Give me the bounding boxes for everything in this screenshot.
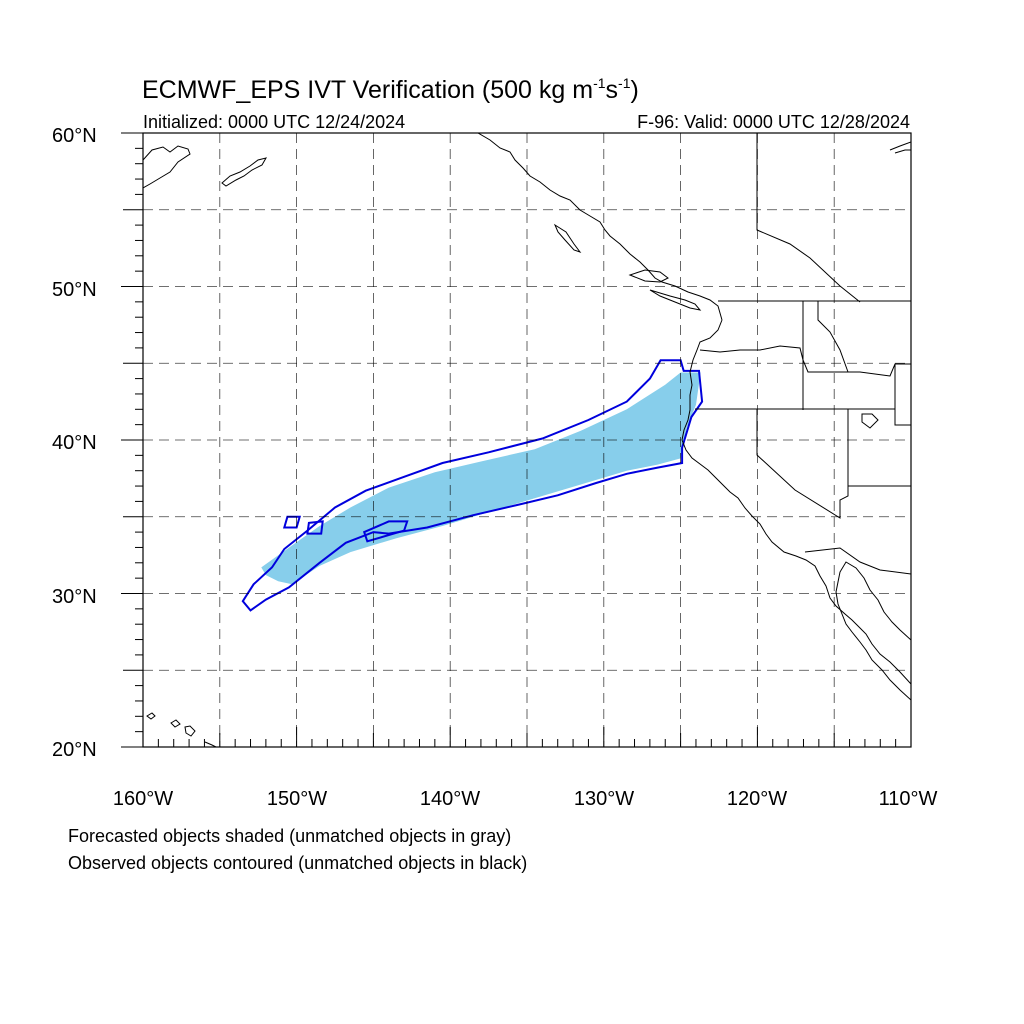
lon-label-160w: 160°W <box>113 788 173 810</box>
lon-labels: 160°W 150°W 140°W 130°W 120°W 110°W <box>113 788 938 810</box>
lon-label-140w: 140°W <box>420 788 480 810</box>
gridlines <box>143 133 911 747</box>
map-title: ECMWF_EPS IVT Verification (500 kg m-1s-… <box>142 75 639 104</box>
observed-legend-note: Observed objects contoured (unmatched ob… <box>68 853 528 873</box>
lat-labels: 60°N 50°N 40°N 30°N 20°N <box>52 125 97 761</box>
lat-label-30n: 30°N <box>52 586 97 608</box>
lon-label-120w: 120°W <box>727 788 787 810</box>
observed-object-contour <box>306 520 324 535</box>
observed-object-contour <box>362 520 409 543</box>
lon-label-130w: 130°W <box>574 788 634 810</box>
initialized-time: Initialized: 0000 UTC 12/24/2024 <box>143 112 405 132</box>
lon-label-110w: 110°W <box>879 788 938 810</box>
lat-label-50n: 50°N <box>52 279 97 301</box>
lon-label-150w: 150°W <box>267 788 327 810</box>
coastlines <box>143 133 911 747</box>
tick-marks <box>121 132 912 748</box>
lat-label-60n: 60°N <box>52 125 97 147</box>
lat-label-20n: 20°N <box>52 739 97 761</box>
lat-label-40n: 40°N <box>52 432 97 454</box>
observed-object-contour <box>241 359 704 612</box>
valid-time: F-96: Valid: 0000 UTC 12/28/2024 <box>637 112 910 132</box>
forecast-object-shaded <box>261 372 701 585</box>
forecast-legend-note: Forecasted objects shaded (unmatched obj… <box>68 826 512 846</box>
observed-object-contour <box>282 515 302 529</box>
